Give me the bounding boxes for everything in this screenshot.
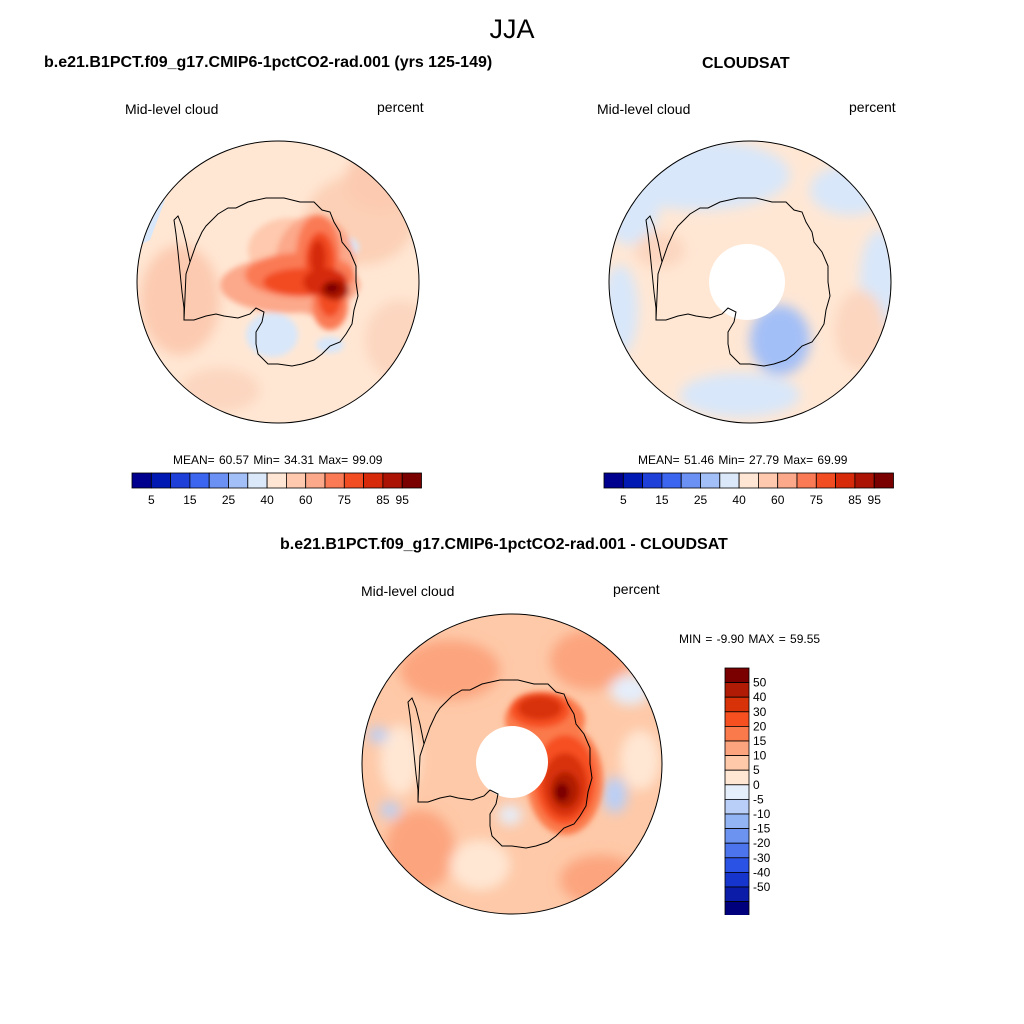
model-map [136,140,420,424]
obs-colorbar-box [873,472,894,489]
diff-colorbar-tick-label: 20 [753,719,767,733]
model-units-label: percent [377,99,424,115]
diff-colorbar-tick-label: 10 [753,749,767,763]
model-colorbar-box [170,472,191,489]
obs-panel-title: CLOUDSAT [702,55,790,72]
model-colorbar-box [343,472,365,489]
diff-colorbar-box [724,726,750,742]
obs-colorbar-box [835,472,856,489]
diff-stats: MIN = -9.90 MAX = 59.55 [679,632,821,646]
diff-units-label: percent [613,581,660,597]
diff-colorbar-tick-label: 15 [753,734,767,748]
diff-colorbar-box [724,798,750,815]
obs-colorbar-tick-label: 25 [694,493,708,507]
model-colorbar-box [382,472,403,489]
diff-colorbar-box [724,901,750,915]
model-panel-title: b.e21.B1PCT.f09_g17.CMIP6-1pctCO2-rad.00… [44,54,493,71]
obs-colorbar-box [719,472,740,489]
model-colorbar-box [285,472,307,489]
obs-colorbar-box [796,472,817,489]
obs-colorbar-box [777,472,798,489]
model-colorbar-box [247,472,268,489]
model-stats: MEAN= 60.57 Min= 34.31 Max= 99.09 [173,453,383,467]
diff-colorbar-tick-label: -10 [753,807,771,821]
obs-colorbar-box [854,472,875,489]
model-colorbar: 5 15 25 40 60 75 85 95 [131,472,422,507]
diff-colorbar-tick-label: -15 [753,822,771,836]
diff-colorbar-box [724,740,750,757]
diff-colorbar-tick-label: 30 [753,705,767,719]
model-colorbar-box [324,472,345,489]
obs-variable-label: Mid-level cloud [597,101,691,117]
obs-colorbar-box [757,472,779,489]
diff-colorbar-box [724,871,750,888]
diff-colorbar-tick-label: -20 [753,836,771,850]
diff-colorbar-box [724,711,750,727]
obs-map [608,140,892,424]
obs-colorbar-box [680,472,701,489]
model-colorbar-tick-label: 60 [299,493,313,507]
obs-colorbar-tick-label: 5 [620,493,627,507]
model-colorbar-box [189,472,210,489]
obs-colorbar-tick-label: 75 [810,493,824,507]
diff-panel-title: b.e21.B1PCT.f09_g17.CMIP6-1pctCO2-rad.00… [280,536,728,553]
diff-colorbar-box [724,886,750,903]
diff-colorbar-box [724,842,750,859]
diff-colorbar-tick-label: -50 [753,880,771,894]
model-colorbar-box [228,472,249,489]
obs-colorbar-tick-label: 15 [655,493,669,507]
model-variable-label: Mid-level cloud [125,101,219,117]
model-colorbar-box [150,472,171,489]
diff-variable-label: Mid-level cloud [361,583,455,599]
diff-colorbar-tick-label: 5 [753,763,760,777]
diff-colorbar-tick-label: -5 [753,792,764,806]
obs-colorbar-box [738,472,759,489]
diff-map [361,613,663,915]
season-title: JJA [489,14,535,44]
model-colorbar-tick-label: 40 [260,493,274,507]
model-colorbar-box [266,472,287,489]
model-colorbar-tick-label: 95 [396,493,410,507]
diff-colorbar-box [724,857,750,873]
obs-colorbar-box [603,472,624,489]
model-colorbar-box [305,472,326,489]
diff-colorbar-tick-label: -40 [753,865,771,879]
model-colorbar-tick-label: 25 [222,493,236,507]
model-colorbar-box [131,472,152,489]
diff-colorbar-box [724,682,750,698]
diff-colorbar-box [724,784,750,800]
diff-colorbar-box [724,755,750,771]
diff-colorbar-box [724,769,750,786]
obs-colorbar-tick-label: 40 [732,493,746,507]
obs-colorbar-tick-label: 85 [848,493,862,507]
obs-colorbar-tick-label: 60 [771,493,785,507]
obs-colorbar-box [700,472,721,489]
model-colorbar-tick-label: 15 [183,493,197,507]
diff-colorbar-tick-label: 0 [753,778,760,792]
obs-units-label: percent [849,99,896,115]
model-colorbar-tick-label: 75 [338,493,352,507]
diff-colorbar-tick-label: 50 [753,676,767,690]
model-colorbar-box [401,472,422,489]
diff-colorbar-box [724,813,750,830]
obs-colorbar-box [815,472,837,489]
model-colorbar-tick-label: 5 [148,493,155,507]
diff-colorbar-tick-label: -30 [753,851,771,865]
obs-stats: MEAN= 51.46 Min= 27.79 Max= 69.99 [638,453,848,467]
diff-colorbar-tick-label: 40 [753,690,767,704]
obs-colorbar-box [661,472,682,489]
diff-colorbar-box [724,828,750,844]
diff-colorbar-box [724,696,750,713]
obs-colorbar-tick-label: 95 [868,493,882,507]
diff-colorbar-box [724,667,750,684]
model-colorbar-tick-label: 85 [376,493,390,507]
obs-colorbar-box [642,472,663,489]
obs-colorbar: 5 15 25 40 60 75 85 95 [603,472,894,507]
model-colorbar-box [208,472,229,489]
obs-colorbar-box [622,472,643,489]
model-colorbar-box [363,472,384,489]
